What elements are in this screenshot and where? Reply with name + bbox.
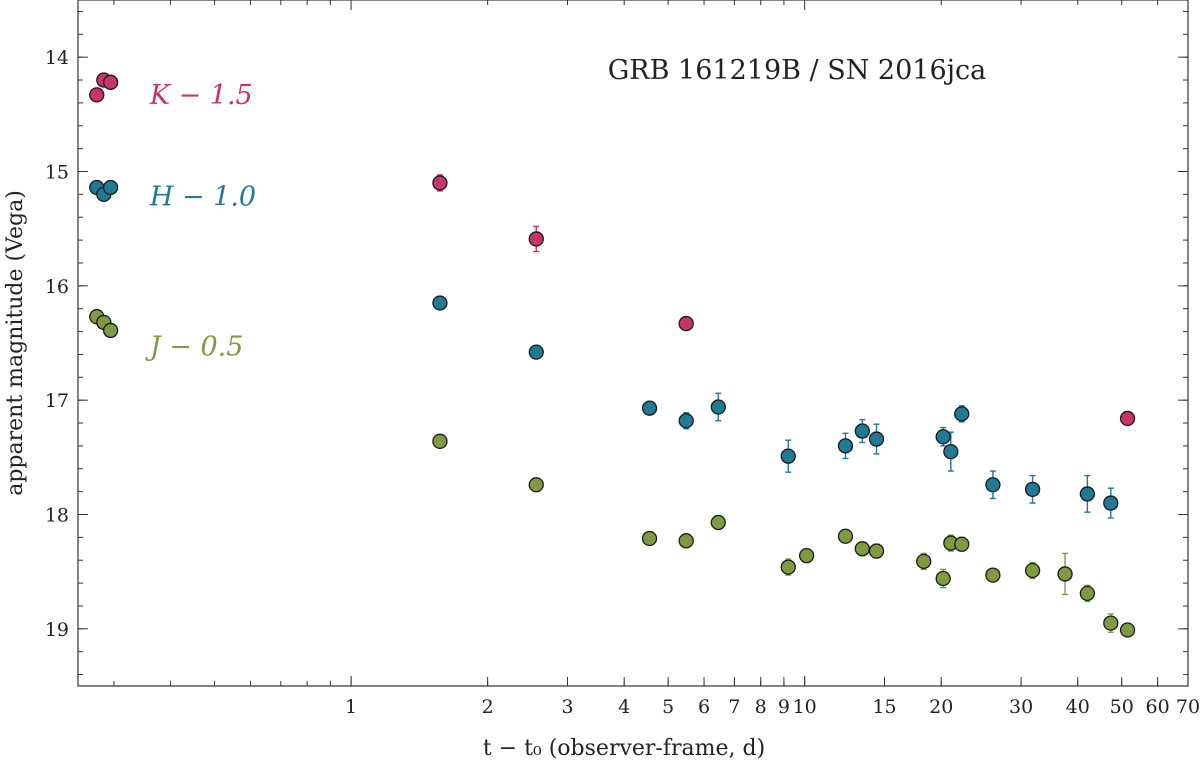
x-tick-label: 9 [778, 696, 790, 718]
band-label: K − 1.5 [149, 80, 253, 111]
data-point [954, 536, 970, 552]
x-tick-label: 50 [1110, 696, 1134, 718]
data-points [89, 72, 1136, 638]
data-point [641, 530, 658, 547]
y-tick-label: 17 [45, 390, 69, 412]
data-point [432, 295, 448, 311]
data-point [528, 344, 544, 360]
x-axis-title: t − t₀ (observer-frame, d) [483, 736, 765, 761]
y-tick-label: 18 [45, 505, 69, 527]
data-point [837, 438, 854, 454]
data-point [780, 448, 796, 464]
x-tick-label: 20 [929, 696, 953, 718]
y-tick-label: 16 [45, 276, 69, 298]
x-tick-label: 30 [1009, 696, 1033, 718]
x-tick-label: 1 [345, 696, 357, 718]
x-tick-label: 2 [482, 696, 494, 718]
data-point [1024, 562, 1041, 579]
x-tick-label: 15 [872, 696, 896, 718]
chart-title: GRB 161219B / SN 2016jca [608, 55, 987, 86]
x-tick-label: 3 [561, 696, 573, 718]
data-point [710, 514, 726, 531]
plot-frame [77, 0, 1189, 687]
data-point [678, 533, 694, 549]
y-tick-label: 14 [45, 47, 69, 69]
band-label: J − 0.5 [145, 331, 244, 362]
data-point [678, 413, 694, 429]
data-point [985, 567, 1001, 583]
data-point [102, 322, 119, 339]
band-labels: K − 1.5 H − 1.0 J − 0.5 [145, 80, 256, 363]
y-tick-label: 19 [45, 619, 69, 641]
data-point [432, 175, 448, 191]
data-point [89, 87, 105, 103]
x-tick-label: 40 [1066, 696, 1090, 718]
data-point [1079, 585, 1096, 602]
data-point [935, 429, 951, 445]
data-point [710, 399, 726, 415]
data-point [935, 570, 951, 587]
data-point [1103, 615, 1119, 631]
data-point [1103, 495, 1119, 511]
data-point [528, 477, 544, 493]
data-point [1024, 481, 1041, 497]
data-point [916, 553, 932, 570]
data-point [868, 431, 885, 447]
data-point [102, 179, 119, 196]
data-point [1119, 622, 1136, 638]
data-point [943, 443, 959, 460]
x-tick-label: 8 [755, 696, 767, 718]
data-point [641, 400, 658, 416]
tick-labels: 1 2 3 4 5 6 7 8 9 10 15 20 30 40 50 60 70 14 15 16 17 18 19 [45, 47, 1200, 718]
data-point [1057, 566, 1073, 582]
data-point [678, 315, 694, 332]
data-point [1119, 410, 1136, 427]
data-point [954, 406, 970, 422]
data-point [528, 231, 544, 247]
x-tick-label: 6 [698, 696, 710, 718]
axis-ticks [78, 0, 1189, 686]
data-point [837, 528, 854, 544]
data-point [985, 477, 1001, 493]
data-point [868, 543, 885, 559]
x-tick-label: 70 [1176, 696, 1200, 718]
x-tick-label: 5 [662, 696, 674, 718]
data-point [102, 74, 119, 90]
data-point [432, 433, 448, 449]
y-axis-title: apparent magnitude (Vega) [3, 190, 28, 496]
x-tick-label: 60 [1146, 696, 1170, 718]
y-tick-label: 15 [45, 162, 69, 184]
data-point [854, 423, 870, 439]
data-point [798, 548, 815, 564]
x-tick-label: 10 [793, 696, 817, 718]
data-point [854, 541, 870, 557]
x-tick-label: 4 [618, 696, 630, 718]
data-point [1079, 486, 1096, 502]
x-tick-label: 7 [728, 696, 740, 718]
data-point [780, 559, 796, 575]
band-label: H − 1.0 [149, 182, 256, 213]
